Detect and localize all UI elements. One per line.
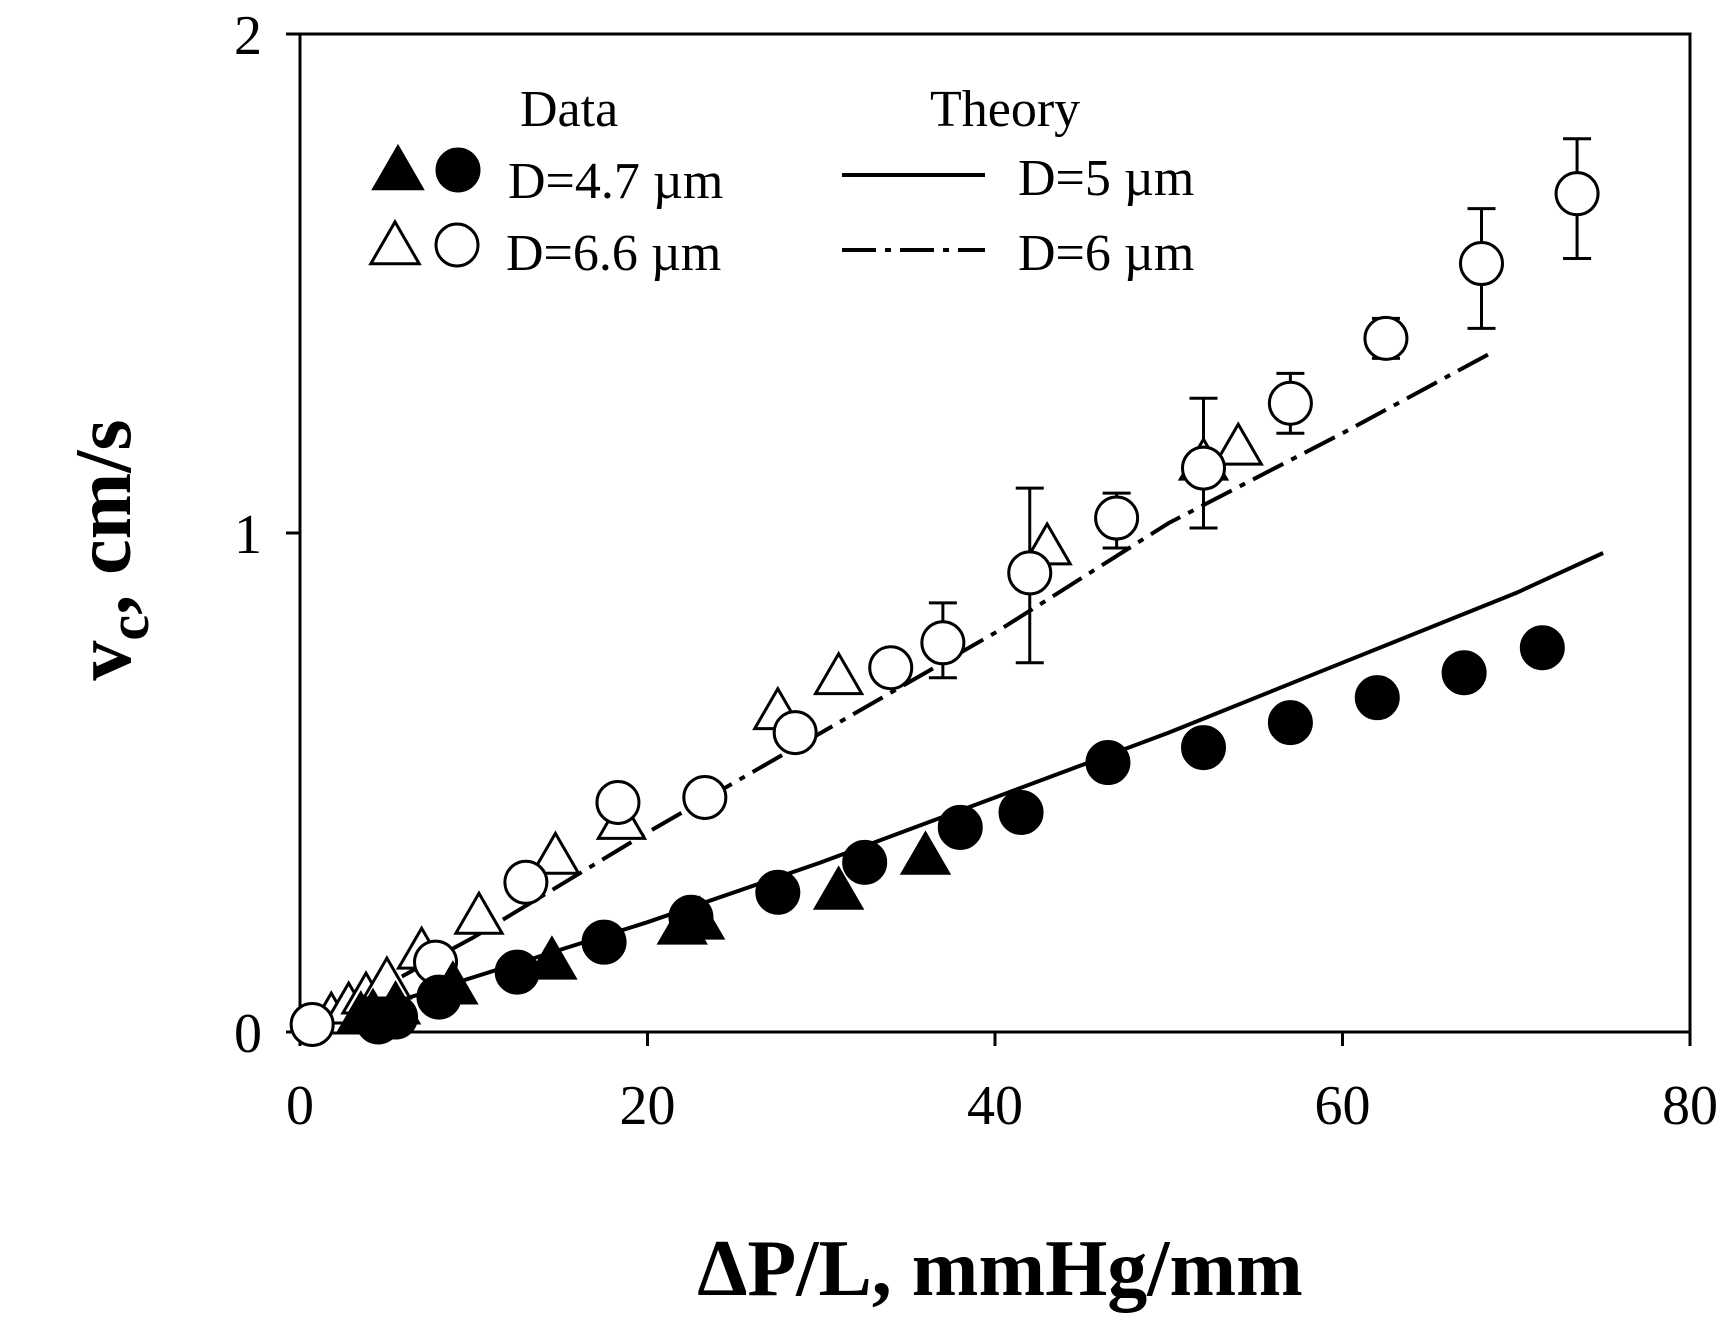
point-d66_triangles [812,650,865,696]
point-d47_triangles [812,865,865,910]
legend-markers [368,143,481,268]
legend-entry-theory-d5: D=5 µm [1018,150,1194,207]
point-d66_circles [1267,380,1313,426]
x-tick-label: 40 [967,1075,1023,1137]
y-tick-label: 1 [234,504,262,566]
legend-marker-d47-circle [435,147,481,193]
theory-line-theory_d6 [299,351,1492,1034]
point-d66_circles [1094,495,1140,541]
point-d66_circles [1363,315,1409,361]
point-d66_circles [289,1002,335,1048]
point-d66_triangles [1212,421,1264,466]
point-d47_circles [755,869,801,915]
point-d66_circles [1554,171,1600,217]
point-d66_circles [1459,241,1504,287]
y-tick-label: 0 [234,1003,262,1065]
point-d47_circles [373,994,419,1040]
legend-marker-d47-triangle [371,143,425,191]
point-d47_circles [494,949,540,995]
legend-theory-header: Theory [930,81,1080,138]
point-d66_circles [920,620,966,666]
point-d66_circles [868,645,914,691]
axis-ticks: 0 20 40 60 80 0 1 2 [234,5,1718,1137]
point-d47_circles [1441,650,1487,696]
point-d47_circles [1267,700,1313,746]
point-d47_triangles [526,935,578,980]
point-d66_circles [1007,550,1053,596]
y-tick-label: 2 [234,5,262,67]
point-d47_circles [842,839,888,885]
y-axis-title: vc, cm/s [60,419,161,680]
legend-data-header: Data [520,81,618,138]
error-bars [928,137,1592,680]
point-d66_circles [503,859,549,905]
point-d47_circles [668,894,714,940]
point-d47_circles [1519,625,1565,671]
x-tick-label: 0 [286,1075,314,1137]
point-d66_circles [772,710,818,756]
point-d47_circles [1181,725,1226,771]
x-tick-label: 80 [1662,1075,1718,1137]
point-d47_circles [581,919,627,965]
legend-marker-d66-triangle [368,218,422,266]
point-d66_circles [595,779,641,825]
data-markers [289,171,1600,1048]
legend-marker-d66-circle [434,222,480,268]
legend-entry-d47: D=4.7 µm [508,153,723,210]
y-axis-title-sub: c [96,615,161,641]
point-d47_circles [1354,675,1400,721]
point-d47_circles [416,974,462,1020]
legend-entry-d66: D=6.6 µm [506,225,721,282]
point-d66_circles [682,774,728,820]
point-d47_triangles [899,830,952,875]
point-d66_circles [1181,445,1226,491]
point-d66_triangles [453,890,505,935]
legend-entry-theory-d6: D=6 µm [1018,225,1194,282]
point-d47_circles [1085,740,1131,786]
point-d66_triangles [529,830,582,875]
point-d47_circles [937,804,983,850]
y-axis-title-main: v [60,641,148,681]
x-axis-title: ΔP/L, mmHg/mm [697,1225,1303,1313]
x-tick-label: 60 [1315,1075,1371,1137]
point-d47_circles [998,789,1044,835]
y-axis-title-rest: , cm/s [60,419,148,615]
legend: Data Theory D=4.7 µm D=6.6 µm D=5 µm D=6… [368,81,1194,282]
x-tick-label: 20 [620,1075,676,1137]
